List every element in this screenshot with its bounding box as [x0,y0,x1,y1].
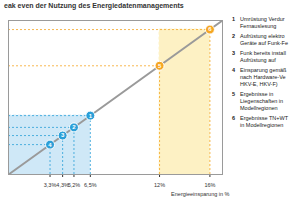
svg-text:6: 6 [208,26,212,32]
html-text:3: 3 [232,50,236,56]
html-text:Einsparung gemäß: Einsparung gemäß [240,67,287,73]
svg-text:3: 3 [61,132,65,138]
html-text:eak even der Nutzung des Energ: eak even der Nutzung des Energiedatenman… [4,2,184,9]
svg-text:4: 4 [48,142,52,148]
html-text:Geräte auf Funk-Fe: Geräte auf Funk-Fe [240,40,288,46]
svg-text:Energieeinsparung in %: Energieeinsparung in % [171,191,230,197]
svg-text:6,5%: 6,5% [84,182,97,188]
html-text:1: 1 [232,16,236,22]
html-text:5: 5 [232,91,236,97]
html-text:in Modellregionen: in Modellregionen [240,122,284,128]
html-text:Modellregionen: Modellregionen [240,105,278,111]
html-text:Funk bereits install: Funk bereits install [240,50,286,56]
html-text:4: 4 [232,67,236,73]
svg-text:12%: 12% [154,182,165,188]
html-text:Ergebnisse in: Ergebnisse in [240,91,274,97]
svg-text:5: 5 [158,63,162,69]
html-text:Liegenschaften in: Liegenschaften in [240,98,284,104]
svg-text:2: 2 [72,124,76,130]
svg-text:4,3%: 4,3% [56,182,69,189]
html-text:HKV-E, HKV-F): HKV-E, HKV-F) [240,81,278,87]
html-text:Aufrüstung auf: Aufrüstung auf [240,57,276,63]
html-text:6: 6 [232,115,236,121]
html-text:nach Hardware-Ve: nach Hardware-Ve [240,74,286,80]
html-text:Aufrüstung elektro: Aufrüstung elektro [240,33,285,39]
svg-text:3,3%: 3,3% [44,182,57,188]
html-text:Umrüstung Verdur: Umrüstung Verdur [240,16,285,22]
svg-text:16%: 16% [204,182,215,188]
html-text:2: 2 [232,33,236,39]
svg-text:5,2%: 5,2% [68,182,81,188]
svg-text:1: 1 [89,113,93,119]
html-text:Fernauslesung: Fernauslesung [240,23,277,29]
html-text:Ergebnisse TN+WT: Ergebnisse TN+WT [240,115,288,121]
